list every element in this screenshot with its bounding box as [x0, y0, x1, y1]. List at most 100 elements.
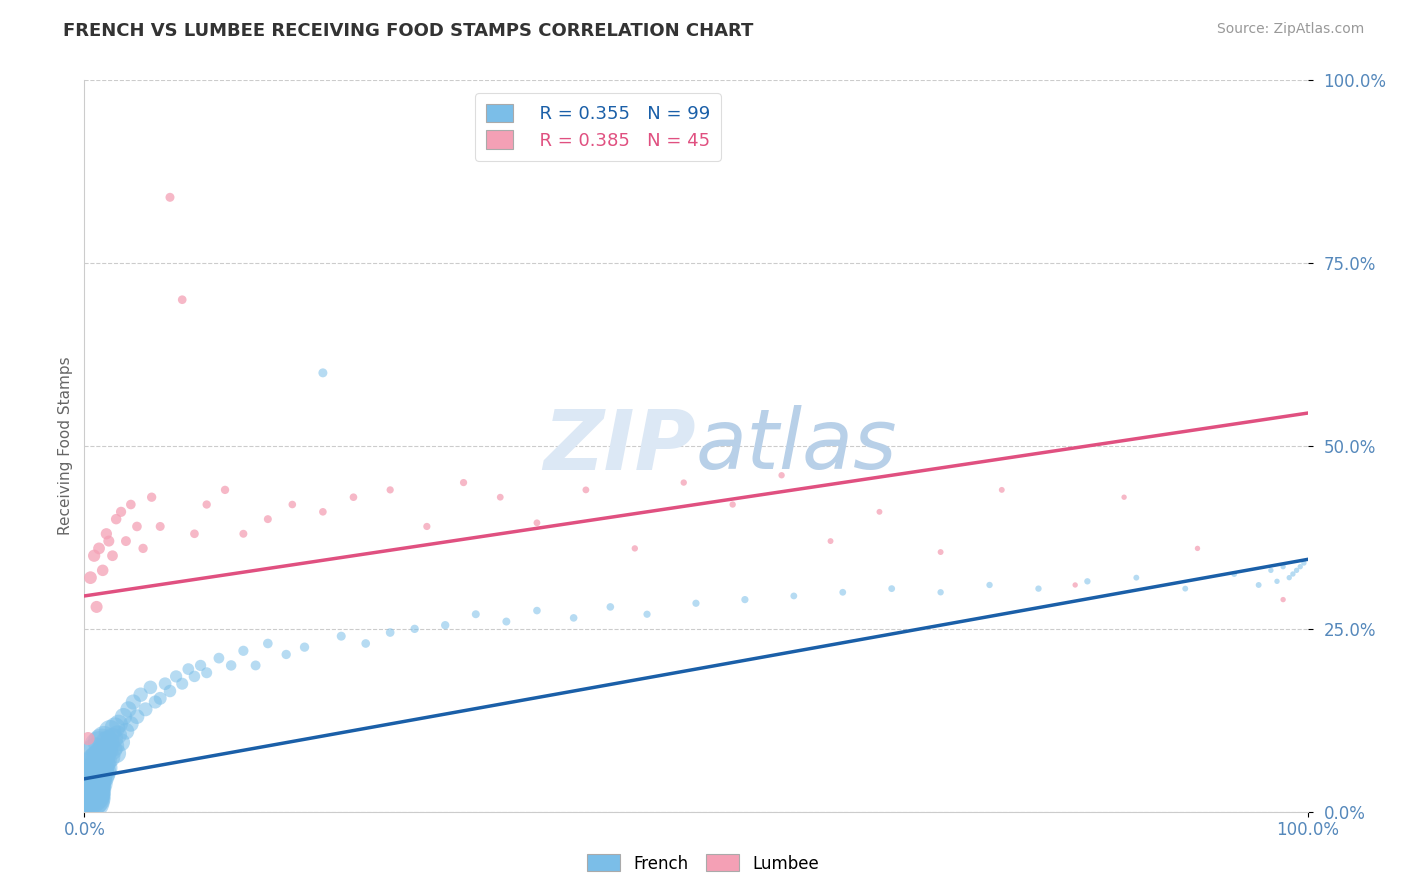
Point	[129, 688, 152, 702]
Point	[183, 669, 205, 683]
Point	[86, 599, 108, 614]
Point	[86, 746, 108, 760]
Point	[929, 585, 952, 599]
Point	[1289, 559, 1312, 574]
Point	[107, 717, 129, 731]
Point	[122, 695, 145, 709]
Point	[1265, 574, 1288, 589]
Point	[1292, 556, 1315, 570]
Text: atlas: atlas	[696, 406, 897, 486]
Point	[1278, 571, 1301, 585]
Legend: French, Lumbee: French, Lumbee	[581, 847, 825, 880]
Point	[76, 782, 98, 797]
Point	[294, 640, 316, 655]
Point	[87, 541, 110, 556]
Point	[97, 534, 120, 549]
Point	[91, 746, 114, 760]
Point	[831, 585, 853, 599]
Point	[1174, 582, 1197, 596]
Point	[98, 724, 121, 739]
Point	[214, 483, 236, 497]
Point	[195, 665, 218, 680]
Point	[82, 790, 104, 805]
Y-axis label: Receiving Food Stamps: Receiving Food Stamps	[58, 357, 73, 535]
Point	[143, 695, 166, 709]
Point	[149, 691, 172, 706]
Point	[82, 768, 104, 782]
Point	[83, 782, 105, 797]
Point	[1125, 571, 1147, 585]
Point	[1247, 578, 1270, 592]
Text: Source: ZipAtlas.com: Source: ZipAtlas.com	[1216, 22, 1364, 37]
Point	[380, 625, 402, 640]
Point	[380, 483, 402, 497]
Point	[880, 582, 903, 596]
Point	[190, 658, 212, 673]
Point	[93, 731, 115, 746]
Point	[110, 505, 132, 519]
Point	[94, 761, 117, 775]
Point	[125, 709, 148, 723]
Point	[159, 190, 181, 204]
Point	[489, 490, 512, 504]
Point	[120, 498, 142, 512]
Point	[276, 648, 298, 662]
Point	[112, 709, 135, 723]
Point	[1187, 541, 1209, 556]
Point	[1272, 592, 1295, 607]
Point	[80, 775, 103, 789]
Text: FRENCH VS LUMBEE RECEIVING FOOD STAMPS CORRELATION CHART: FRENCH VS LUMBEE RECEIVING FOOD STAMPS C…	[63, 22, 754, 40]
Point	[83, 761, 105, 775]
Point	[101, 731, 124, 746]
Point	[105, 746, 128, 760]
Point	[232, 526, 254, 541]
Point	[115, 534, 138, 549]
Point	[177, 662, 200, 676]
Point	[929, 545, 952, 559]
Point	[1282, 567, 1305, 582]
Point	[105, 512, 128, 526]
Point	[83, 549, 105, 563]
Point	[125, 519, 148, 533]
Point	[979, 578, 1001, 592]
Point	[245, 658, 267, 673]
Point	[153, 676, 176, 690]
Point	[685, 596, 707, 610]
Point	[77, 790, 100, 805]
Point	[783, 589, 806, 603]
Point	[104, 721, 127, 735]
Point	[1272, 559, 1295, 574]
Point	[91, 764, 114, 779]
Point	[562, 611, 585, 625]
Point	[1223, 567, 1246, 582]
Point	[312, 505, 335, 519]
Point	[404, 622, 426, 636]
Point	[165, 669, 187, 683]
Point	[84, 757, 107, 772]
Point	[526, 516, 548, 530]
Point	[93, 754, 115, 768]
Point	[434, 618, 457, 632]
Point	[120, 717, 142, 731]
Point	[87, 761, 110, 775]
Point	[1285, 563, 1308, 577]
Point	[90, 735, 112, 749]
Point	[257, 512, 280, 526]
Point	[672, 475, 695, 490]
Point	[84, 772, 107, 786]
Point	[80, 787, 103, 801]
Legend:   R = 0.355   N = 99,   R = 0.385   N = 45: R = 0.355 N = 99, R = 0.385 N = 45	[475, 93, 721, 161]
Point	[87, 764, 110, 779]
Point	[453, 475, 475, 490]
Point	[1064, 578, 1087, 592]
Point	[312, 366, 335, 380]
Point	[79, 794, 101, 808]
Point	[87, 739, 110, 753]
Point	[416, 519, 439, 533]
Point	[991, 483, 1014, 497]
Point	[79, 571, 101, 585]
Point	[869, 505, 891, 519]
Point	[97, 749, 120, 764]
Point	[172, 676, 194, 690]
Point	[172, 293, 194, 307]
